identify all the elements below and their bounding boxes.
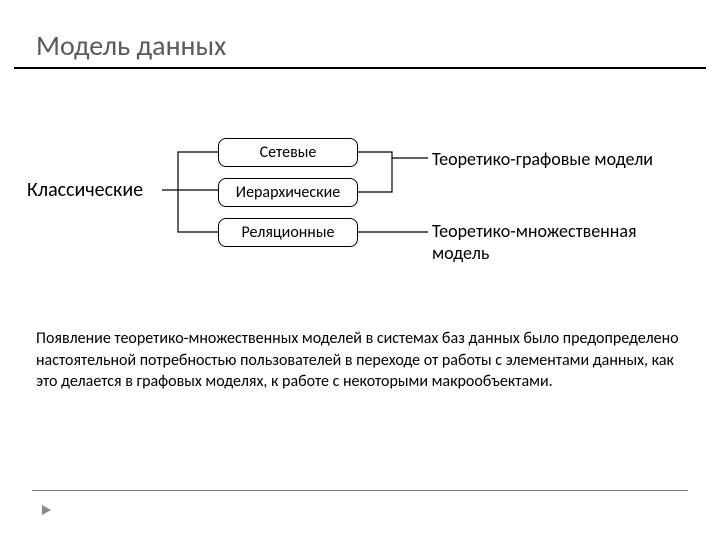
- body-paragraph: Появление теоретико-множественных моделе…: [36, 328, 684, 393]
- diagram-lines: [0, 0, 720, 540]
- footer-rule: [32, 490, 688, 491]
- footer-arrow-icon: [42, 505, 51, 515]
